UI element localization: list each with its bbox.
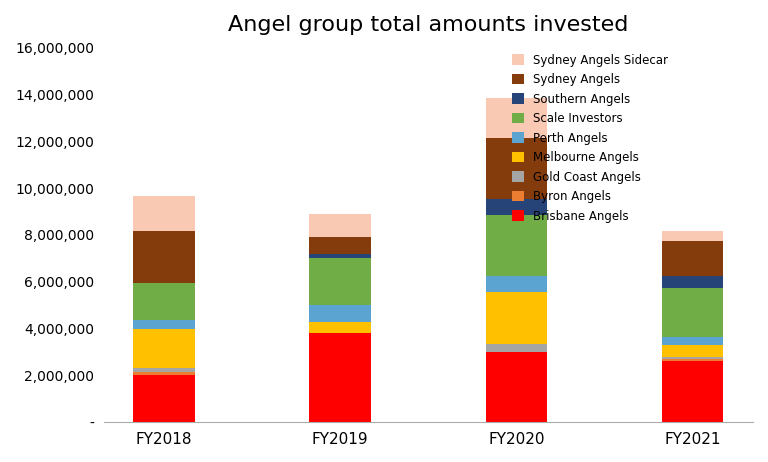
Bar <box>662 361 723 422</box>
Bar <box>485 138 548 199</box>
Bar <box>133 283 195 321</box>
Bar <box>662 345 723 357</box>
Bar <box>133 321 195 328</box>
Bar <box>485 199 548 215</box>
Bar <box>133 231 195 283</box>
Bar <box>310 258 371 305</box>
Bar <box>662 337 723 345</box>
Bar <box>485 344 548 352</box>
Bar <box>310 237 371 254</box>
Bar <box>310 322 371 333</box>
Bar <box>133 328 195 368</box>
Bar <box>485 98 548 138</box>
Bar <box>133 196 195 231</box>
Bar <box>310 214 371 237</box>
Bar <box>662 231 723 241</box>
Bar <box>310 305 371 322</box>
Bar <box>133 368 195 372</box>
Bar <box>485 215 548 276</box>
Bar <box>485 352 548 422</box>
Bar <box>310 333 371 422</box>
Bar <box>662 288 723 337</box>
Bar <box>133 372 195 376</box>
Bar <box>662 357 723 359</box>
Bar <box>662 276 723 288</box>
Legend: Sydney Angels Sidecar, Sydney Angels, Southern Angels, Scale Investors, Perth An: Sydney Angels Sidecar, Sydney Angels, So… <box>512 54 668 223</box>
Bar <box>133 376 195 422</box>
Bar <box>485 276 548 292</box>
Bar <box>662 359 723 361</box>
Bar <box>485 292 548 344</box>
Bar <box>662 241 723 276</box>
Bar <box>310 254 371 258</box>
Title: Angel group total amounts invested: Angel group total amounts invested <box>228 15 628 35</box>
